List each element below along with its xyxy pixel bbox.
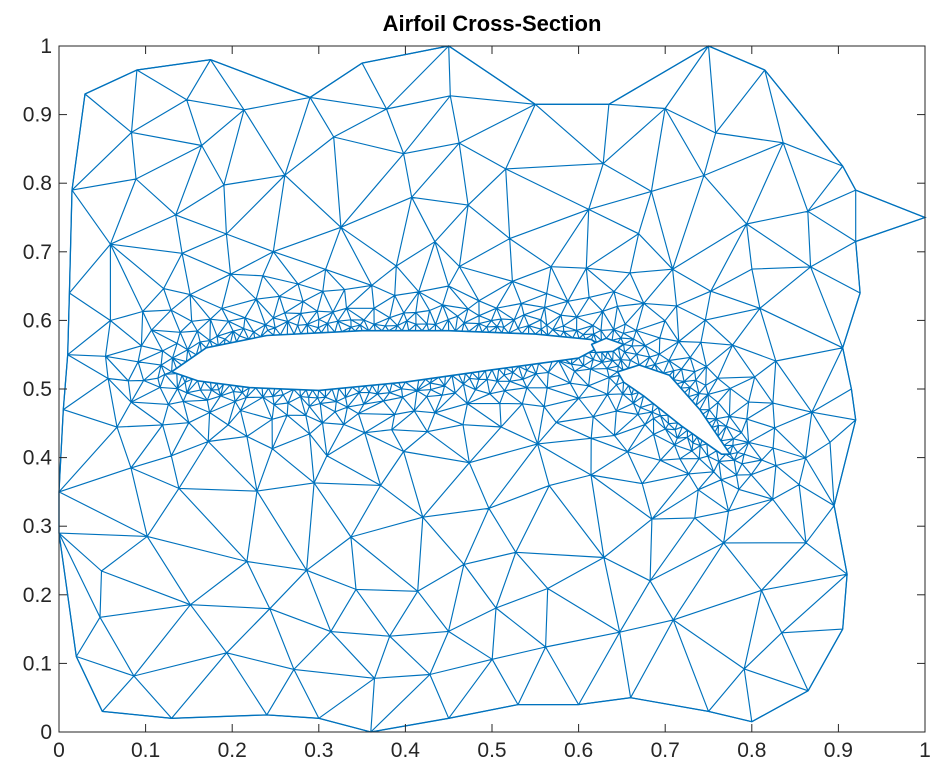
mesh-layer: [58, 45, 927, 733]
y-tick-label: 0.3: [23, 515, 52, 538]
mesh-outer-boundary: [58, 45, 927, 733]
y-tick-label: 1: [40, 35, 52, 58]
y-tick-label: 0.9: [23, 104, 52, 127]
x-tick-label: 1: [919, 739, 930, 762]
y-tick-label: 0.6: [23, 309, 52, 332]
y-tick-label: 0: [40, 721, 52, 744]
chart-title: Airfoil Cross-Section: [383, 11, 602, 36]
x-tick-label: 0.5: [477, 739, 506, 762]
x-tick-label: 0.9: [824, 739, 853, 762]
y-tick-label: 0.1: [23, 652, 52, 675]
x-tick-label: 0.2: [218, 739, 247, 762]
x-tick-label: 0.3: [304, 739, 333, 762]
y-tick-label: 0.4: [23, 447, 53, 470]
hole-layer: [170, 329, 731, 455]
slat-element: [590, 337, 625, 354]
y-tick-label: 0.7: [23, 241, 52, 264]
x-tick-label: 0.7: [651, 739, 680, 762]
y-tick-label: 0.2: [23, 584, 52, 607]
y-tick-label: 0.8: [23, 172, 52, 195]
x-tick-label: 0.8: [737, 739, 766, 762]
x-tick-label: 0.4: [391, 739, 421, 762]
x-tick-label: 0: [53, 739, 65, 762]
ticks-layer: 0 0.1 0.2 0.3 0.4 0.5 0.6 0.7 0.8 0.9 1 0 0.1 0.2 0.3 0…: [23, 35, 930, 762]
x-tick-label: 0.1: [131, 739, 160, 762]
x-tick-label: 0.6: [564, 739, 593, 762]
y-tick-label: 0.5: [23, 378, 52, 401]
flap-element: [616, 364, 731, 455]
